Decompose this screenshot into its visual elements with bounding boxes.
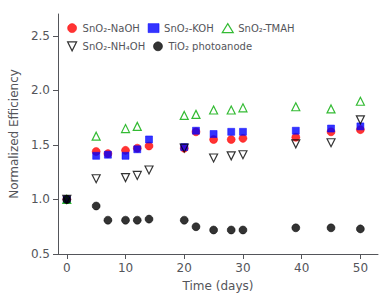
svg-text:50: 50 — [353, 261, 368, 275]
svg-text:40: 40 — [294, 261, 309, 275]
svg-text:Time (days): Time (days) — [182, 279, 254, 293]
svg-text:2.0: 2.0 — [31, 83, 50, 97]
svg-text:1.5: 1.5 — [31, 138, 50, 152]
svg-text:1.0: 1.0 — [31, 192, 50, 206]
svg-text:SnO₂-TMAH: SnO₂-TMAH — [238, 23, 294, 34]
svg-text:SnO₂-NaOH: SnO₂-NaOH — [83, 23, 140, 34]
svg-text:0.5: 0.5 — [31, 247, 50, 261]
svg-text:30: 30 — [235, 261, 250, 275]
svg-text:SnO₂-NH₄OH: SnO₂-NH₄OH — [83, 41, 146, 52]
svg-text:SnO₂-KOH: SnO₂-KOH — [164, 23, 214, 34]
svg-text:2.5: 2.5 — [31, 29, 50, 43]
svg-text:0: 0 — [63, 261, 71, 275]
svg-text:10: 10 — [118, 261, 133, 275]
svg-text:TiO₂ photoanode: TiO₂ photoanode — [167, 41, 252, 52]
svg-text:Normalized Efficiency: Normalized Efficiency — [7, 69, 21, 199]
svg-text:20: 20 — [177, 261, 192, 275]
